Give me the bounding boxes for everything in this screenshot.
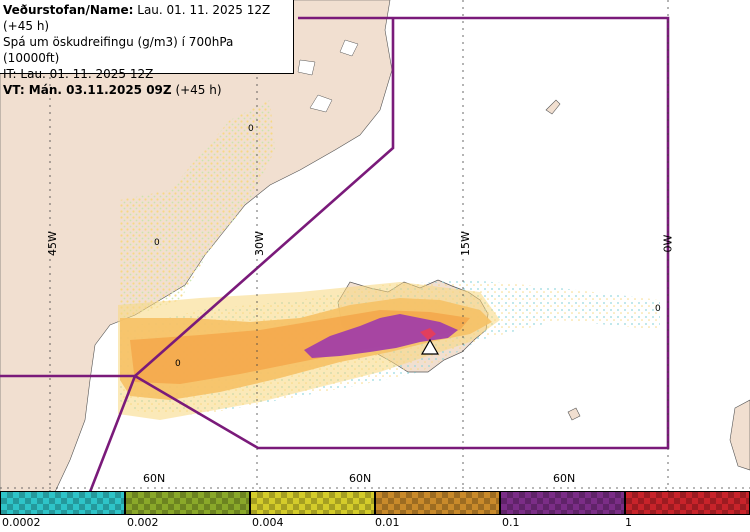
legend-swatch-3 xyxy=(250,491,375,515)
lon-label-45w: 45W xyxy=(45,231,59,256)
legend-swatch-5 xyxy=(500,491,625,515)
info-line-issue-time: IT: Lau. 01. 11. 2025 12Z xyxy=(3,67,154,81)
faroe-islands xyxy=(567,407,581,421)
legend-swatch-6 xyxy=(625,491,750,515)
lon-label-0w: 0W xyxy=(661,234,675,253)
greenland-fjords xyxy=(297,39,359,113)
info-valid-label: VT: Mán. 03.11.2025 09Z xyxy=(3,83,172,97)
info-line-name: Veðurstofan/Name: Lau. 01. 11. 2025 12Z … xyxy=(3,2,293,34)
legend-tick: 0.0002 xyxy=(2,516,41,529)
contour-label: 0 xyxy=(154,238,160,248)
info-line-valid-time: VT: Mán. 03.11.2025 09Z (+45 h) xyxy=(3,82,293,98)
info-valid-value: (+45 h) xyxy=(175,83,222,97)
legend-tick: 0.1 xyxy=(502,516,520,529)
legend-swatch-1 xyxy=(0,491,125,515)
legend-tick: 0.01 xyxy=(375,516,400,529)
contour-label: 0 xyxy=(655,304,661,314)
contour-label: 0 xyxy=(248,124,254,134)
triangle-volcano-icon xyxy=(420,338,440,355)
lat-label-60n: 60N xyxy=(553,472,576,485)
graticule xyxy=(0,0,750,492)
lat-label-60n: 60N xyxy=(349,472,372,485)
ash-sparse-greenland xyxy=(120,100,275,320)
info-name-label: Veðurstofan/Name: xyxy=(3,3,134,17)
info-name-value: Lau. 01. 11. 2025 12Z (+45 h) xyxy=(3,3,271,33)
legend-tick: 0.004 xyxy=(252,516,284,529)
contour-label: 0 xyxy=(175,359,181,369)
lon-label-30w: 30W xyxy=(252,231,266,256)
lon-label-15w: 15W xyxy=(458,231,472,256)
info-line-forecast: Spá um öskudreifingu (g/m3) í 700hPa (10… xyxy=(3,35,234,65)
legend-tick: 1 xyxy=(625,516,632,529)
forecast-info-box: Veðurstofan/Name: Lau. 01. 11. 2025 12Z … xyxy=(0,0,294,97)
concentration-legend xyxy=(0,491,750,517)
ash-peak-region xyxy=(420,328,436,340)
legend-tick: 0.002 xyxy=(127,516,159,529)
norway-coast xyxy=(729,399,750,471)
ash-high-region xyxy=(304,314,458,358)
lat-label-60n: 60N xyxy=(143,472,166,485)
jan-mayen-island xyxy=(545,99,561,115)
legend-swatch-4 xyxy=(375,491,500,515)
legend-swatch-2 xyxy=(125,491,250,515)
